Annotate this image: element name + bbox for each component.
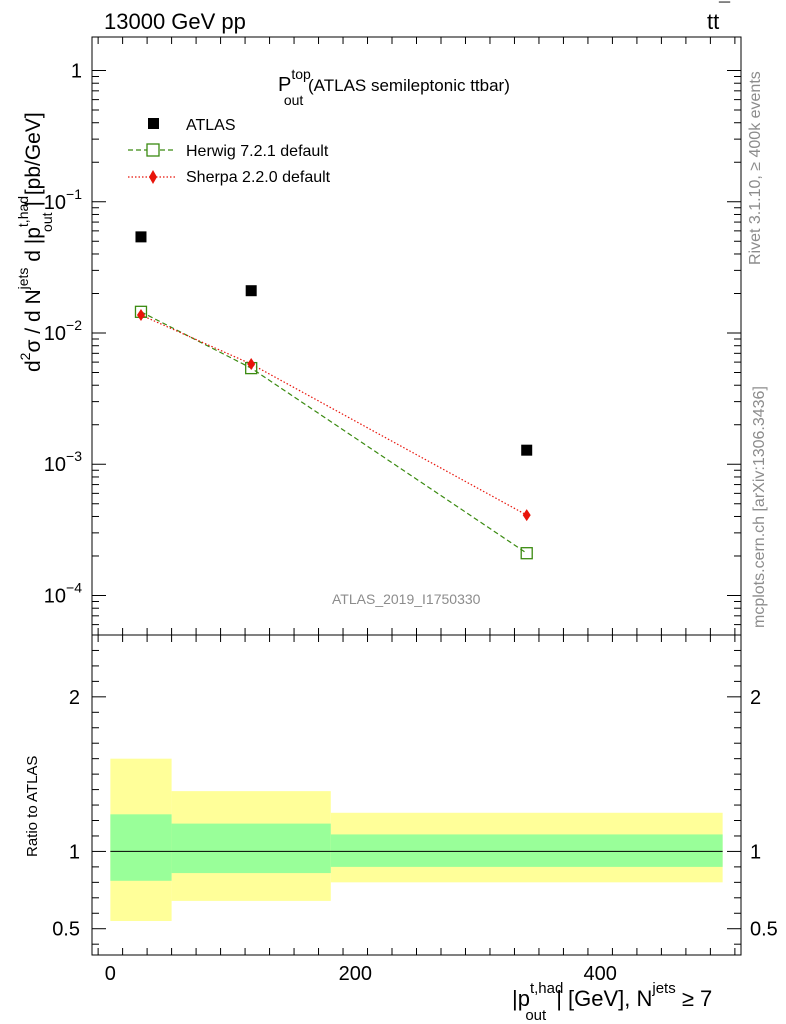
plot-title: Ptop out (ATLAS semileptonic ttbar)	[278, 66, 510, 108]
header-energy-label: 13000 GeV pp	[104, 9, 246, 34]
x-tick-label-0: 0	[105, 963, 116, 985]
ratio-y-tick-label-left-0: 0.5	[52, 919, 80, 941]
y-tick-label-1: 10−1	[44, 186, 82, 214]
axis-ticks	[92, 37, 741, 955]
x-tick-label-400: 400	[583, 963, 616, 985]
legend-sherpa-marker	[149, 170, 157, 184]
series-0-point-0	[135, 231, 147, 243]
y-tick-label-4: 10−4	[44, 579, 82, 607]
ratio-inner-band-1	[171, 823, 331, 874]
mcplots-label: mcplots.cern.ch [arXiv:1306.3436]	[751, 386, 768, 628]
series-lines	[140, 311, 528, 554]
x-axis-label: |pt,had out| [GeV], Njets ≥ 7	[512, 980, 712, 1024]
header-process-label: tt	[707, 9, 719, 34]
ratio-inner-band-0	[110, 814, 172, 881]
rivet-version-label: Rivet 3.1.10, ≥ 400k events	[747, 71, 764, 265]
legend-atlas-marker	[148, 118, 159, 129]
ratio-y-tick-label-left-1: 1	[69, 841, 80, 863]
y-tick-label-3: 10−3	[44, 448, 82, 476]
ratio-y-axis-label: Ratio to ATLAS	[24, 756, 41, 857]
ratio-inner-band-2	[330, 834, 723, 867]
ratio-y-tick-label-left-2: 2	[69, 687, 80, 709]
ratio-y-tick-label-right-2: 2	[750, 687, 761, 709]
series-markers	[134, 231, 533, 560]
legend: ATLAS Herwig 7.2.1 default Sherpa 2.2.0 …	[128, 117, 331, 186]
y-tick-label-0: 1	[71, 61, 82, 83]
ratio-bands	[110, 758, 723, 921]
axis-tick-labels: 0 200 400 1 10−1 10−2 10−3 10−4 0.5 0.5 1 1 2 2	[44, 61, 778, 985]
legend-atlas-label: ATLAS	[186, 117, 236, 134]
series-0-point-1	[245, 285, 257, 297]
series-0-point-2	[521, 444, 533, 456]
ratio-y-tick-label-right-0: 0.5	[750, 919, 778, 941]
y-tick-label-2: 10−2	[44, 317, 82, 345]
series-line-1	[140, 311, 528, 554]
y-axis-label: d2σ / d Njets d |pt,had out| [pb/GeV]	[15, 112, 55, 372]
analysis-id-label: ATLAS_2019_I1750330	[332, 591, 481, 607]
series-2-point-0	[136, 309, 145, 322]
series-2-point-2	[522, 509, 531, 522]
legend-herwig-marker	[146, 143, 160, 157]
ratio-y-tick-label-right-1: 1	[750, 841, 761, 863]
legend-herwig-label: Herwig 7.2.1 default	[186, 143, 329, 160]
x-tick-label-200: 200	[339, 963, 372, 985]
series-1-point-2	[520, 547, 533, 560]
series-2-point-1	[247, 358, 256, 371]
legend-sherpa-label: Sherpa 2.2.0 default	[186, 169, 331, 186]
header-process-overbar: ¯	[718, 0, 731, 22]
series-line-2	[140, 314, 527, 516]
